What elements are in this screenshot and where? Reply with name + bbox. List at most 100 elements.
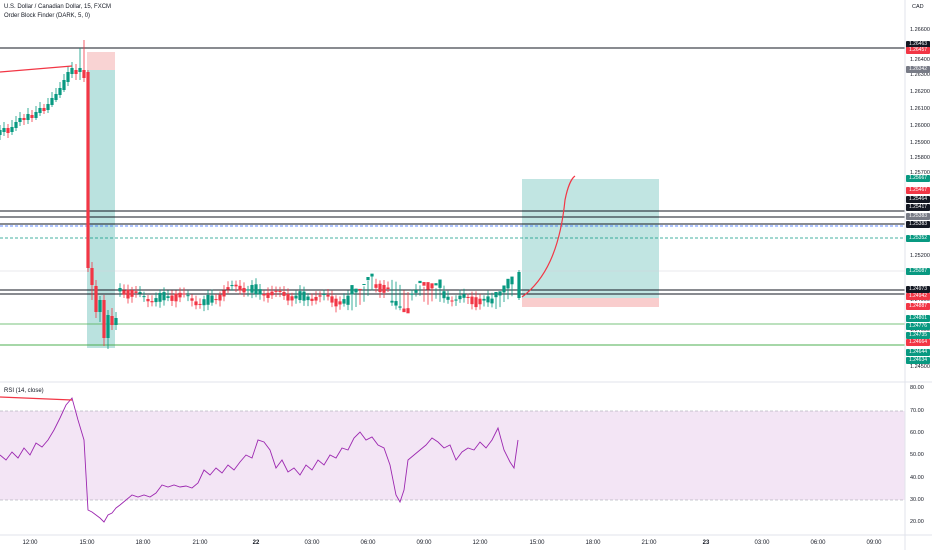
candle: [126, 289, 130, 299]
price-tick: 1.26400: [910, 57, 930, 63]
candle: [58, 88, 62, 95]
time-tick: 12:00: [22, 540, 38, 546]
candle: [182, 293, 186, 295]
candle: [446, 296, 450, 300]
candle: [470, 296, 474, 305]
candle: [238, 285, 242, 291]
rsi-tick: 80.00: [910, 385, 924, 391]
candle: [2, 128, 6, 132]
rsi-tick: 40.00: [910, 475, 924, 481]
rsi-tick: 20.00: [910, 519, 924, 525]
candle: [294, 295, 298, 299]
candle: [222, 290, 226, 297]
time-tick: 15:00: [529, 540, 545, 546]
price-tag: 1.24887: [906, 303, 930, 310]
candle: [174, 293, 178, 302]
candle: [54, 94, 58, 100]
candle: [178, 292, 182, 298]
price-tick: 1.24900: [910, 297, 930, 303]
stop-zone: [522, 298, 659, 307]
candle: [114, 318, 118, 325]
candle: [190, 298, 194, 301]
candle: [258, 289, 262, 295]
candle: [250, 284, 254, 293]
candle: [198, 303, 202, 305]
rsi-title[interactable]: RSI (14, close): [4, 388, 44, 394]
price-tag: 1.25464: [906, 196, 930, 203]
candle: [338, 301, 342, 305]
candle: [186, 295, 190, 297]
indicator-title[interactable]: Order Block Finder (DARK, 5, 0): [4, 13, 91, 19]
time-tick: 21:00: [641, 540, 657, 546]
candle: [138, 292, 142, 294]
candle: [158, 292, 162, 302]
candle: [390, 300, 394, 303]
candle: [458, 295, 462, 300]
candle: [346, 295, 350, 305]
candle: [378, 283, 382, 292]
candle: [326, 294, 330, 297]
price-tick: 1.25800: [910, 155, 930, 161]
candle: [90, 268, 94, 285]
price-tag: 1.24634: [906, 357, 930, 364]
candle: [350, 285, 354, 295]
time-tick: 03:00: [754, 540, 770, 546]
price-tick: 1.26000: [910, 123, 930, 129]
candle: [70, 68, 74, 74]
candle: [82, 70, 86, 78]
candle: [314, 296, 318, 301]
candle: [342, 299, 346, 304]
rsi-tick: 70.00: [910, 408, 924, 414]
candle: [50, 98, 54, 105]
candle: [62, 80, 66, 90]
time-tick: 21:00: [192, 540, 208, 546]
candle: [234, 284, 238, 287]
candle: [130, 290, 134, 297]
candle: [166, 296, 170, 298]
candle: [486, 296, 490, 303]
candle: [490, 298, 494, 304]
candle: [266, 292, 270, 298]
candle: [242, 287, 246, 293]
candle: [278, 290, 282, 292]
price-tag: 1.25383: [906, 221, 930, 228]
candle: [210, 295, 214, 303]
target-zone: [522, 179, 659, 298]
time-tick: 09:00: [866, 540, 882, 546]
candle: [94, 286, 98, 312]
candle: [354, 288, 358, 293]
rsi-line: [0, 397, 519, 523]
price-tag: 1.25352: [906, 235, 930, 242]
candle: [306, 296, 310, 301]
candle: [22, 118, 26, 120]
price-tag: 1.25383: [906, 213, 930, 220]
price-tick: 1.25900: [910, 140, 930, 146]
candle: [370, 273, 374, 277]
rsi-tick: 60.00: [910, 430, 924, 436]
candle: [454, 299, 458, 301]
time-tick: 18:00: [135, 540, 151, 546]
candle: [214, 299, 218, 301]
candle: [418, 280, 422, 284]
symbol-title[interactable]: U.S. Dollar / Canadian Dollar, 15, FXCM: [4, 4, 112, 10]
currency-label: CAD: [912, 4, 924, 10]
candle: [106, 315, 110, 338]
candle: [402, 308, 406, 313]
candle: [310, 298, 314, 301]
candle: [422, 282, 426, 286]
candle: [154, 298, 158, 303]
candlestick-series: [0, 40, 521, 349]
price-tick: 1.26200: [910, 89, 930, 95]
candle: [510, 276, 514, 285]
price-tick: 1.26300: [910, 72, 930, 78]
candle: [330, 296, 334, 303]
candle: [230, 285, 234, 287]
candle: [46, 104, 50, 110]
candle: [202, 299, 206, 306]
candle: [286, 293, 290, 301]
price-tick: 1.25200: [910, 253, 930, 259]
candle: [118, 288, 122, 292]
projection-curve: [521, 175, 576, 298]
price-tick: 1.24600: [910, 327, 930, 333]
